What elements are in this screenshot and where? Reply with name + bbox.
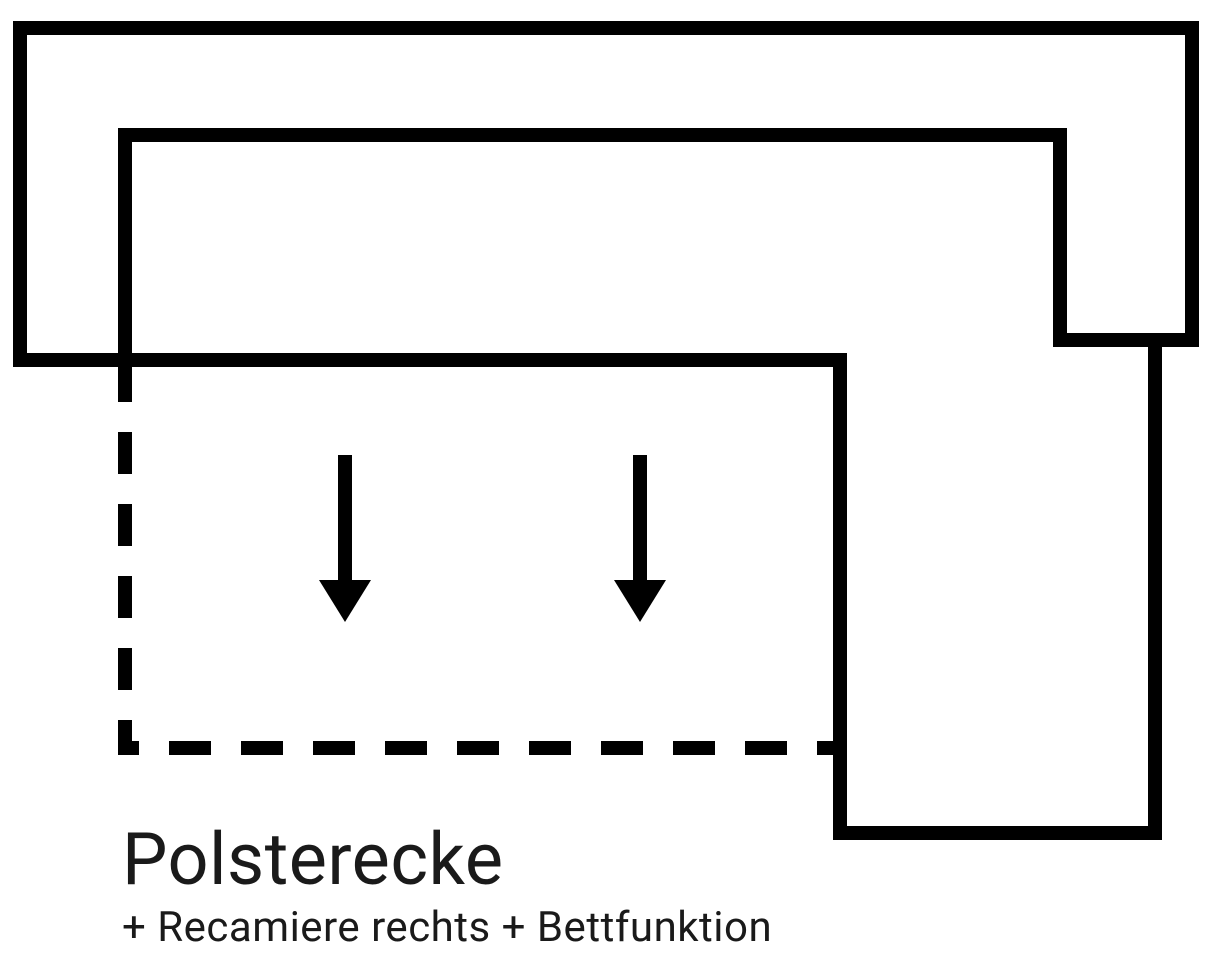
label-block: Polsterecke + Recamiere rechts + Bettfun… — [122, 820, 772, 952]
sofa-schematic-svg — [0, 0, 1215, 960]
diagram-container: Polsterecke + Recamiere rechts + Bettfun… — [0, 0, 1215, 960]
diagram-subtitle: + Recamiere rechts + Bettfunktion — [122, 903, 772, 952]
diagram-title: Polsterecke — [122, 820, 772, 899]
